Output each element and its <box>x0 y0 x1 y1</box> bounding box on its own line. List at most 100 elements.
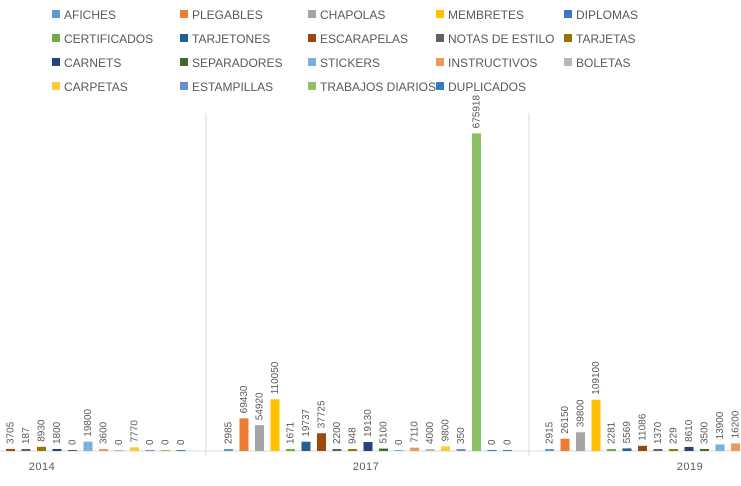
bar <box>576 432 585 451</box>
legend-item: CHAPOLAS <box>308 8 385 22</box>
data-label: 675918 <box>472 95 483 129</box>
data-label: 26150 <box>560 405 571 433</box>
legend-item: INSTRUCTIVOS <box>436 56 537 70</box>
bar <box>176 450 186 451</box>
legend-swatch <box>436 82 444 90</box>
data-label: 2915 <box>545 421 556 444</box>
legend-label: SEPARADORES <box>192 56 282 70</box>
data-label: 0 <box>176 439 187 445</box>
bar <box>52 449 62 451</box>
data-label: 0 <box>145 439 156 445</box>
bar <box>161 450 170 451</box>
legend-label: TARJETAS <box>576 32 636 46</box>
data-label: 2985 <box>224 421 235 444</box>
legend-item: ESTAMPILLAS <box>180 80 273 94</box>
data-label: 0 <box>114 439 125 445</box>
legend-swatch <box>436 34 444 42</box>
data-label: 3500 <box>700 421 711 444</box>
legend-item: NOTAS DE ESTILO <box>436 32 554 46</box>
data-label: 110050 <box>270 361 281 394</box>
data-label: 5569 <box>622 421 633 444</box>
legend-item: CARPETAS <box>52 80 128 94</box>
bars-layer <box>6 133 740 451</box>
data-label: 0 <box>503 439 514 445</box>
bar <box>410 447 419 451</box>
data-label: 109100 <box>591 361 602 395</box>
bar <box>255 425 264 451</box>
bar <box>487 450 497 451</box>
bar <box>607 449 616 451</box>
data-label: 37725 <box>317 400 328 428</box>
legend-label: BOLETAS <box>576 56 630 70</box>
data-label: 19800 <box>83 408 94 436</box>
bar <box>503 450 512 451</box>
data-label: 350 <box>456 427 467 444</box>
legend-item: CARNETS <box>52 56 121 70</box>
legend-label: NOTAS DE ESTILO <box>448 32 554 46</box>
bar <box>68 450 77 451</box>
legend-label: TARJETONES <box>192 32 270 46</box>
legend-label: DUPLICADOS <box>448 80 526 94</box>
data-label: 19130 <box>363 409 374 437</box>
legend-label: STICKERS <box>320 56 380 70</box>
legend-item: CERTIFICADOS <box>52 32 153 46</box>
x-tick-label: 2014 <box>29 461 55 473</box>
data-label: 3705 <box>6 421 17 444</box>
legend-swatch <box>308 34 316 42</box>
x-tick-labels: 2014 2017 2019 <box>29 461 703 473</box>
data-label: 948 <box>348 427 359 444</box>
data-label: 9800 <box>441 419 452 442</box>
x-tick-label: 2019 <box>677 461 703 473</box>
data-label: 13900 <box>715 411 726 439</box>
legend-label: CARPETAS <box>64 80 128 94</box>
legend-swatch <box>564 10 572 18</box>
bar <box>332 449 342 451</box>
bar <box>545 449 554 451</box>
data-label: 0 <box>487 439 498 445</box>
legend-swatch <box>180 10 188 18</box>
bar <box>224 449 233 451</box>
data-label: 16200 <box>731 410 741 438</box>
bar <box>301 441 311 451</box>
bar <box>37 446 46 451</box>
data-label: 39800 <box>576 399 587 427</box>
data-label: 229 <box>669 427 680 444</box>
legend-label: MEMBRETES <box>448 8 524 22</box>
legend-label: CERTIFICADOS <box>64 32 153 46</box>
bar <box>441 446 450 451</box>
bar <box>348 449 357 451</box>
legend-label: PLEGABLES <box>192 8 263 22</box>
chart-legend: AFICHES PLEGABLES CHAPOLAS MEMBRETES DIPLOMA… <box>52 8 638 94</box>
bar <box>317 433 326 451</box>
legend-swatch <box>52 34 60 42</box>
bar <box>99 449 108 451</box>
bar <box>653 449 663 451</box>
legend-item: TRABAJOS DIARIOS <box>308 80 436 94</box>
legend-label: TRABAJOS DIARIOS <box>320 80 436 94</box>
legend-item: AFICHES <box>52 8 116 22</box>
bar <box>456 449 466 451</box>
data-label: 11086 <box>638 413 649 441</box>
bar <box>731 443 740 451</box>
x-tick-label: 2017 <box>353 461 379 473</box>
bar <box>622 448 632 451</box>
data-label: 2281 <box>607 421 618 444</box>
legend-swatch <box>52 10 60 18</box>
bar <box>21 449 31 451</box>
bar <box>591 399 601 451</box>
legend-swatch <box>308 58 316 66</box>
bar <box>700 449 709 451</box>
legend-label: CHAPOLAS <box>320 8 385 22</box>
data-label: 187 <box>21 427 32 444</box>
bar <box>638 445 647 451</box>
legend-label: AFICHES <box>64 8 116 22</box>
bar <box>114 450 124 451</box>
data-label: 23275 <box>0 407 1 435</box>
data-label: 2200 <box>332 421 343 444</box>
bar <box>394 450 404 451</box>
legend-item: ESCARAPELAS <box>308 32 408 46</box>
bar <box>472 133 481 451</box>
data-label: 69430 <box>239 385 250 413</box>
data-label: 1370 <box>653 421 664 444</box>
